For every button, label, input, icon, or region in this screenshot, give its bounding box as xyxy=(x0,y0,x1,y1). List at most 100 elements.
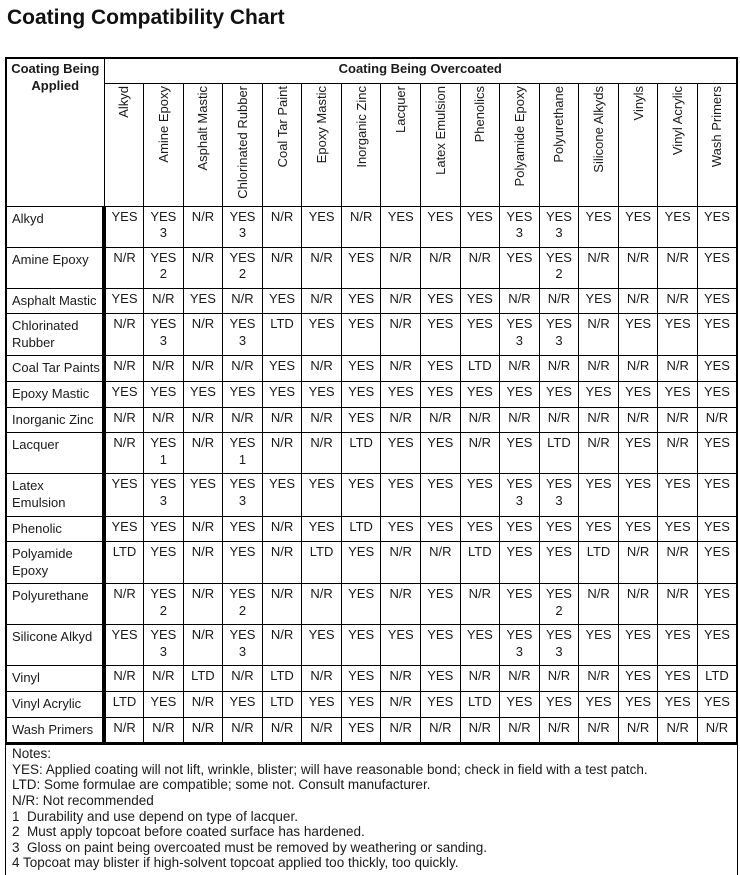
compat-cell: YES xyxy=(617,432,659,475)
compat-cell: YES xyxy=(617,691,659,718)
compat-cell: N/R xyxy=(182,246,224,289)
row-header-inorganic-zinc: Inorganic Zinc xyxy=(5,406,106,434)
table-row-lacquer: Lacquer N/R YES 1 N/R YES 1 N/R N/R LTD YES YES N/… xyxy=(5,432,738,475)
compat-cell: N/R xyxy=(380,313,421,357)
compat-cell: N/R xyxy=(143,406,184,434)
table-row-coal-tar-paints: Coal Tar Paints N/R N/R N/R N/R YES N/R YES N/R Y… xyxy=(5,355,738,382)
compat-cell: YES xyxy=(420,665,461,692)
compat-cell: YES xyxy=(578,205,619,248)
compat-cell: YES xyxy=(340,665,382,692)
compat-cell: N/R xyxy=(657,541,698,585)
compat-cell: YES xyxy=(301,515,342,543)
compat-cell: YES xyxy=(696,624,738,667)
compat-cell: N/R xyxy=(420,541,461,585)
compat-cell: N/R xyxy=(578,313,619,357)
compat-cell: YES xyxy=(380,473,421,517)
table-row-amine-epoxy: Amine Epoxy N/R YES 2 N/R YES 2 N/R N/R YES N/R N… xyxy=(5,246,738,289)
compat-cell: YES 2 xyxy=(143,246,184,289)
compat-cell: N/R xyxy=(578,432,619,475)
compat-cell: YES xyxy=(143,381,184,408)
compat-cell: YES xyxy=(261,473,303,517)
compat-cell: N/R xyxy=(261,205,303,248)
compat-cell: LTD xyxy=(459,691,501,718)
compat-cell: N/R xyxy=(657,246,698,289)
compat-cell: LTD xyxy=(696,665,738,692)
compat-cell: YES xyxy=(103,515,145,543)
compat-cell: YES xyxy=(696,381,738,408)
compat-cell: N/R xyxy=(459,716,501,746)
compat-cell: YES xyxy=(578,381,619,408)
compat-cell: YES xyxy=(380,205,421,248)
compat-cell: N/R xyxy=(380,665,421,692)
compat-cell: YES xyxy=(499,691,540,718)
row-header-phenolic: Phenolic xyxy=(5,515,106,543)
compat-cell: N/R xyxy=(143,355,184,382)
note-line: N/R: Not recommended xyxy=(12,793,154,809)
compat-cell: N/R xyxy=(261,432,303,475)
compat-cell: N/R xyxy=(301,287,342,315)
compat-cell: N/R xyxy=(380,355,421,382)
column-header-amine-epoxy: Amine Epoxy xyxy=(143,82,184,207)
column-header-label: Vinyl Acrylic xyxy=(670,85,686,155)
compat-cell: YES xyxy=(696,432,738,475)
compat-cell: N/R xyxy=(617,287,659,315)
row-header-alkyd: Alkyd xyxy=(5,205,106,248)
compat-cell: YES 3 xyxy=(499,313,540,357)
compat-cell: YES xyxy=(420,432,461,475)
compat-cell: YES xyxy=(261,287,303,315)
compat-cell: N/R xyxy=(261,624,303,667)
compat-cell: N/R xyxy=(617,246,659,289)
compat-cell: YES xyxy=(420,205,461,248)
column-group-header: Coating Being Overcoated xyxy=(103,57,738,84)
compat-cell: YES xyxy=(657,205,698,248)
compat-cell: YES 1 xyxy=(143,432,184,475)
compat-cell: N/R xyxy=(617,541,659,585)
column-header-polyamide-epoxy: Polyamide Epoxy xyxy=(499,82,540,207)
compat-cell: N/R xyxy=(657,406,698,434)
compat-cell: YES xyxy=(696,583,738,626)
table-row-wash-primers: Wash Primers N/R N/R N/R N/R N/R N/R YES N/R N/R N… xyxy=(5,716,738,746)
header-group-row: Coating Being Applied Coating Being Over… xyxy=(5,57,738,207)
compat-cell: N/R xyxy=(578,583,619,626)
compat-cell: N/R xyxy=(499,355,540,382)
compat-cell: LTD xyxy=(340,515,382,543)
compat-cell: YES xyxy=(696,515,738,543)
compat-cell: YES 3 xyxy=(143,624,184,667)
note-line: 3 Gloss on paint being overcoated must b… xyxy=(12,839,488,855)
compat-cell: YES xyxy=(340,473,382,517)
column-header-label: Polyurethane xyxy=(551,85,567,163)
compat-cell: N/R xyxy=(459,665,501,692)
compat-cell: N/R xyxy=(657,287,698,315)
page-title: Coating Compatibility Chart xyxy=(7,6,285,29)
compat-cell: YES xyxy=(340,583,382,626)
compat-cell: YES xyxy=(538,691,580,718)
table-row-latex-emulsion: Latex Emulsion YES YES 3 YES YES 3 YES YES YES Y… xyxy=(5,473,738,517)
row-header-coal-tar-paints: Coal Tar Paints xyxy=(5,355,106,382)
compat-cell: N/R xyxy=(696,716,738,746)
compat-cell: N/R xyxy=(578,665,619,692)
compat-cell: N/R xyxy=(261,716,303,746)
compat-cell: YES 2 xyxy=(538,246,580,289)
compat-cell: N/R xyxy=(459,432,501,475)
compat-cell: YES xyxy=(340,716,382,746)
compat-cell: YES xyxy=(617,205,659,248)
compat-cell: YES xyxy=(182,381,224,408)
compat-cell: LTD xyxy=(538,432,580,475)
column-header-label: Wash Primers xyxy=(709,85,725,167)
compat-cell: N/R xyxy=(222,716,263,746)
compat-cell: N/R xyxy=(459,583,501,626)
column-header-label: Inorganic Zinc xyxy=(353,85,369,168)
compat-cell: N/R xyxy=(340,205,382,248)
compat-cell: YES xyxy=(657,313,698,357)
compat-cell: N/R xyxy=(182,691,224,718)
compat-cell: YES xyxy=(617,381,659,408)
compat-cell: YES xyxy=(696,205,738,248)
compat-cell: YES xyxy=(103,205,145,248)
compat-cell: N/R xyxy=(301,246,342,289)
compat-cell: YES xyxy=(696,541,738,585)
corner-header: Coating Being Applied xyxy=(5,57,105,207)
compat-cell: YES xyxy=(459,624,501,667)
compat-cell: LTD xyxy=(103,541,145,585)
compat-cell: N/R xyxy=(103,432,145,475)
column-header-vinyls: Vinyls xyxy=(617,82,659,207)
